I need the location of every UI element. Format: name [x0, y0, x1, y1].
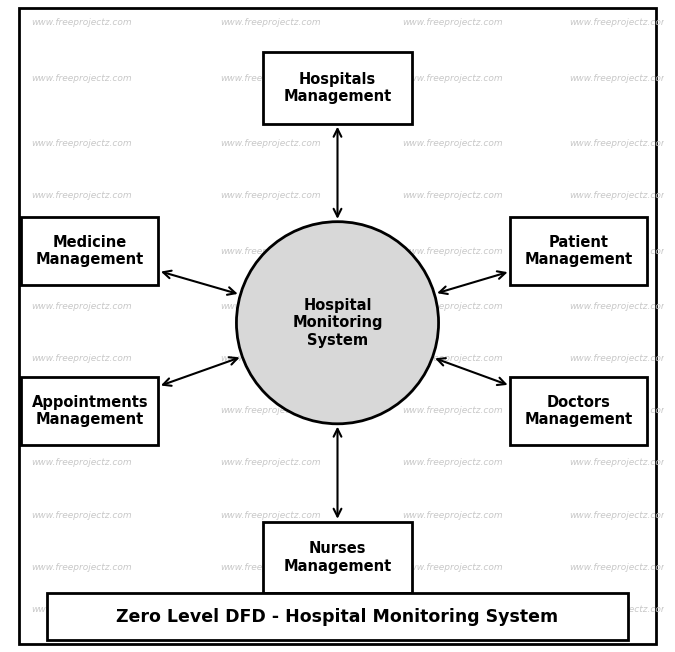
Bar: [510, 377, 647, 445]
Bar: [47, 593, 628, 640]
Text: www.freeprojectz.com: www.freeprojectz.com: [31, 563, 132, 572]
Text: www.freeprojectz.com: www.freeprojectz.com: [31, 354, 132, 363]
Text: www.freeprojectz.com: www.freeprojectz.com: [220, 74, 321, 83]
Text: www.freeprojectz.com: www.freeprojectz.com: [220, 302, 321, 311]
Text: www.freeprojectz.com: www.freeprojectz.com: [220, 139, 321, 148]
Text: Nurses
Management: Nurses Management: [284, 541, 392, 574]
Bar: [510, 216, 647, 286]
Text: www.freeprojectz.com: www.freeprojectz.com: [403, 74, 504, 83]
Text: www.freeprojectz.com: www.freeprojectz.com: [31, 246, 132, 256]
Circle shape: [236, 222, 439, 424]
Text: www.freeprojectz.com: www.freeprojectz.com: [569, 302, 670, 311]
Text: www.freeprojectz.com: www.freeprojectz.com: [220, 406, 321, 415]
Text: www.freeprojectz.com: www.freeprojectz.com: [31, 511, 132, 520]
Text: Patient
Management: Patient Management: [524, 235, 633, 267]
Text: www.freeprojectz.com: www.freeprojectz.com: [31, 139, 132, 148]
Text: www.freeprojectz.com: www.freeprojectz.com: [31, 74, 132, 83]
Bar: [263, 52, 412, 124]
Text: www.freeprojectz.com: www.freeprojectz.com: [31, 302, 132, 311]
Text: www.freeprojectz.com: www.freeprojectz.com: [220, 458, 321, 467]
Text: www.freeprojectz.com: www.freeprojectz.com: [31, 406, 132, 415]
Text: Appointments
Management: Appointments Management: [32, 394, 148, 427]
Text: www.freeprojectz.com: www.freeprojectz.com: [569, 354, 670, 363]
Text: www.freeprojectz.com: www.freeprojectz.com: [569, 406, 670, 415]
Text: www.freeprojectz.com: www.freeprojectz.com: [403, 18, 504, 27]
Text: www.freeprojectz.com: www.freeprojectz.com: [220, 563, 321, 572]
Text: www.freeprojectz.com: www.freeprojectz.com: [31, 458, 132, 467]
Text: Medicine
Management: Medicine Management: [36, 235, 144, 267]
Text: www.freeprojectz.com: www.freeprojectz.com: [31, 605, 132, 614]
Text: www.freeprojectz.com: www.freeprojectz.com: [31, 191, 132, 200]
Text: www.freeprojectz.com: www.freeprojectz.com: [569, 458, 670, 467]
Text: www.freeprojectz.com: www.freeprojectz.com: [220, 246, 321, 256]
Text: www.freeprojectz.com: www.freeprojectz.com: [220, 18, 321, 27]
Text: Zero Level DFD - Hospital Monitoring System: Zero Level DFD - Hospital Monitoring Sys…: [116, 608, 559, 626]
Text: www.freeprojectz.com: www.freeprojectz.com: [569, 605, 670, 614]
Text: www.freeprojectz.com: www.freeprojectz.com: [403, 139, 504, 148]
Text: www.freeprojectz.com: www.freeprojectz.com: [403, 246, 504, 256]
Text: www.freeprojectz.com: www.freeprojectz.com: [403, 302, 504, 311]
Text: www.freeprojectz.com: www.freeprojectz.com: [569, 191, 670, 200]
Text: www.freeprojectz.com: www.freeprojectz.com: [403, 191, 504, 200]
Text: www.freeprojectz.com: www.freeprojectz.com: [220, 605, 321, 614]
Text: www.freeprojectz.com: www.freeprojectz.com: [569, 511, 670, 520]
Text: www.freeprojectz.com: www.freeprojectz.com: [569, 563, 670, 572]
Text: www.freeprojectz.com: www.freeprojectz.com: [403, 511, 504, 520]
Text: www.freeprojectz.com: www.freeprojectz.com: [569, 246, 670, 256]
Text: Doctors
Management: Doctors Management: [524, 394, 633, 427]
Text: www.freeprojectz.com: www.freeprojectz.com: [403, 406, 504, 415]
Text: www.freeprojectz.com: www.freeprojectz.com: [403, 605, 504, 614]
Bar: [22, 377, 158, 445]
Text: www.freeprojectz.com: www.freeprojectz.com: [220, 354, 321, 363]
Text: www.freeprojectz.com: www.freeprojectz.com: [569, 18, 670, 27]
Text: Hospital
Monitoring
System: Hospital Monitoring System: [292, 298, 383, 348]
Text: www.freeprojectz.com: www.freeprojectz.com: [220, 511, 321, 520]
Text: Hospitals
Management: Hospitals Management: [284, 72, 392, 104]
Bar: [263, 522, 412, 593]
Text: www.freeprojectz.com: www.freeprojectz.com: [220, 191, 321, 200]
Bar: [22, 216, 158, 286]
Text: www.freeprojectz.com: www.freeprojectz.com: [403, 354, 504, 363]
Text: www.freeprojectz.com: www.freeprojectz.com: [403, 563, 504, 572]
Text: www.freeprojectz.com: www.freeprojectz.com: [403, 458, 504, 467]
Text: www.freeprojectz.com: www.freeprojectz.com: [569, 139, 670, 148]
Text: www.freeprojectz.com: www.freeprojectz.com: [31, 18, 132, 27]
Text: www.freeprojectz.com: www.freeprojectz.com: [569, 74, 670, 83]
